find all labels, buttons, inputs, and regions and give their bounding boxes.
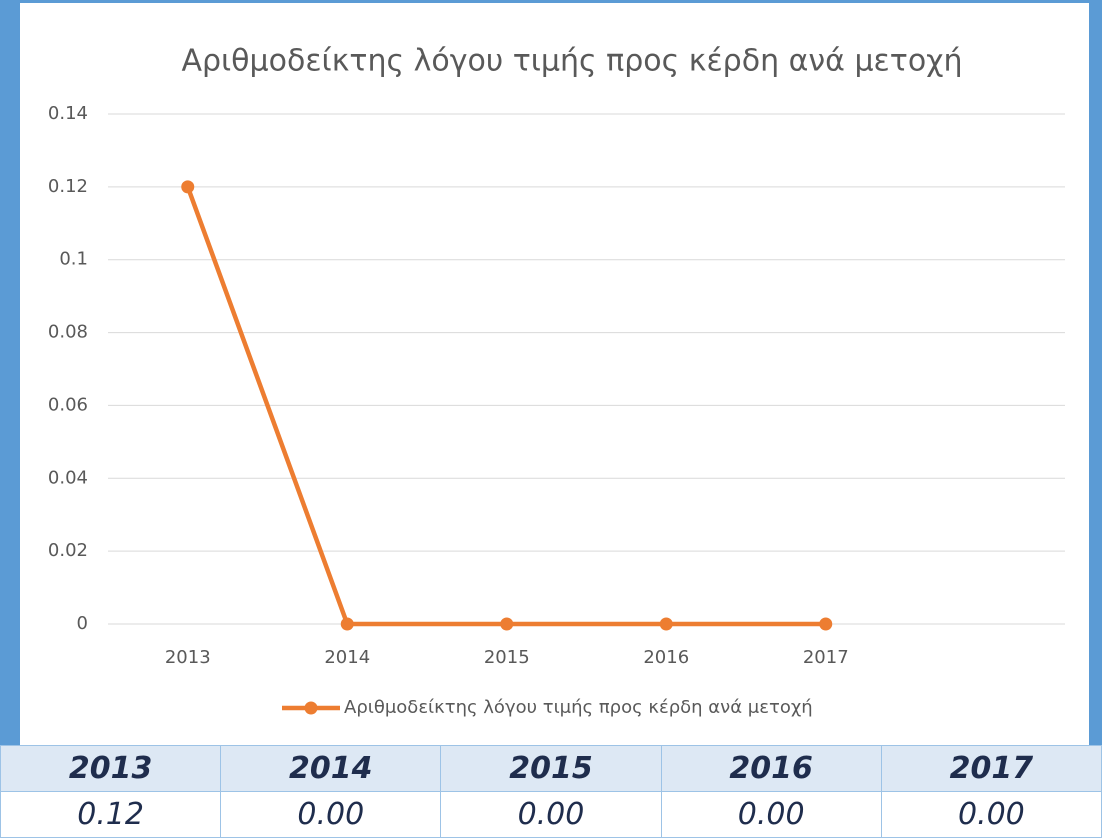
legend-marker [304,701,318,715]
legend-label: Αριθμοδείκτης λόγου τιμής προς κέρδη ανά… [344,697,813,718]
y-tick-label: 0.06 [48,394,88,415]
point [181,180,195,194]
chart: Αριθμοδείκτης λόγου τιμής προς κέρδη ανά… [0,0,1102,745]
x-tick-label: 2013 [165,647,211,668]
table-row: 0.12 0.00 0.00 0.00 0.00 [0,791,1102,838]
point [500,617,514,631]
table-cell: 2015 [440,745,662,792]
point [340,617,354,631]
y-tick-label: 0.1 [59,249,88,270]
table-cell: 2016 [660,745,882,792]
x-tick-label: 2015 [484,647,530,668]
table-cell: 2013 [0,745,222,792]
plot-background [20,3,1089,745]
table-cell: 2014 [220,745,442,792]
table-cell: 0.00 [440,791,662,838]
table-cell: 0.00 [220,791,442,838]
x-tick-label: 2014 [324,647,370,668]
data-table: 2013 2014 2015 2016 2017 0.12 0.00 0.00 0.00 0.0… [0,745,1102,838]
table-header: 2013 2014 2015 2016 2017 [0,745,1102,792]
table-cell: 2017 [880,745,1102,792]
table-cell: 0.12 [0,791,222,838]
chart-title: Αριθμοδείκτης λόγου τιμής προς κέρδη ανά… [181,44,962,79]
y-tick-label: 0.12 [48,176,88,197]
y-tick-label: 0.04 [48,467,88,488]
table-cell: 0.00 [880,791,1102,838]
y-tick-label: 0.14 [48,103,88,124]
y-tick-label: 0.08 [48,322,88,343]
point [819,617,833,631]
x-tick-label: 2016 [643,647,689,668]
y-tick-label: 0 [77,613,88,634]
point [659,617,673,631]
table-cell: 0.00 [660,791,882,838]
x-tick-label: 2017 [803,647,849,668]
y-tick-label: 0.02 [48,540,88,561]
